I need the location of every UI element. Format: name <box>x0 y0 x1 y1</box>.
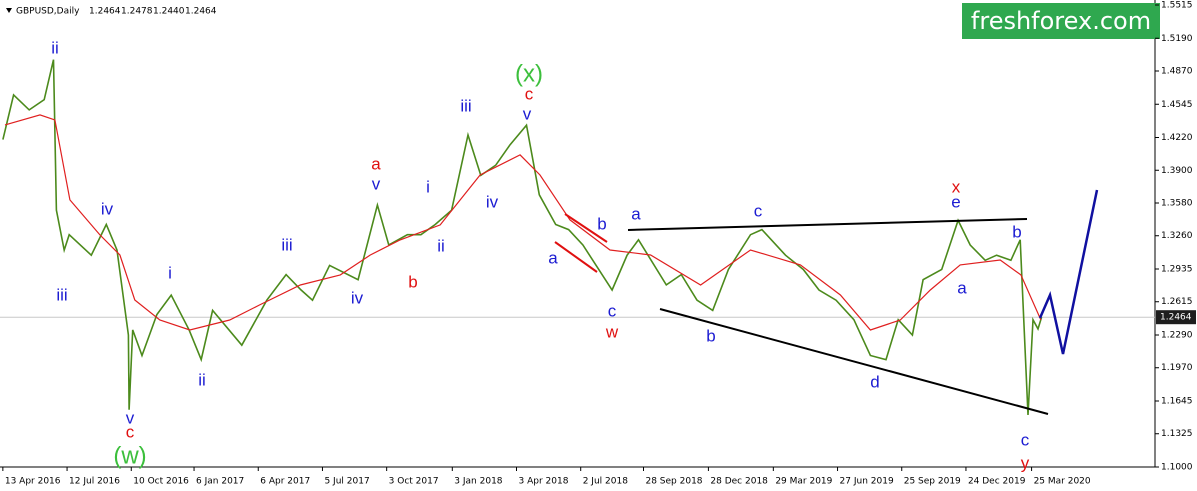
ohlc-value: 1.2440 <box>153 7 185 17</box>
wave-label: x <box>952 177 961 196</box>
ohlc-value: 1.2464 <box>89 7 121 17</box>
wave-label: b <box>408 272 417 291</box>
y-tick-label: 1.5515 <box>1161 1 1193 11</box>
y-tick-label: 1.3900 <box>1161 166 1193 176</box>
last-price-tag <box>1156 310 1196 325</box>
wave-label: b <box>597 214 606 233</box>
x-tick-label: 3 Apr 2018 <box>519 477 569 487</box>
y-tick-label: 1.1645 <box>1161 397 1193 407</box>
x-tick-label: 27 Jun 2019 <box>840 477 894 487</box>
x-tick-label: 10 Oct 2016 <box>133 477 189 487</box>
ohlc-values: 1.2464 1.2478 1.2440 1.2464 <box>89 7 217 17</box>
wave-label: a <box>957 278 967 297</box>
price-line <box>2 59 1043 416</box>
y-tick-label: 1.4870 <box>1161 67 1193 77</box>
wave-label: a <box>548 248 558 267</box>
y-tick-label: 1.3260 <box>1161 231 1193 241</box>
wave-label: a <box>371 154 381 173</box>
wave-label: (w) <box>113 442 146 469</box>
x-tick-label: 28 Dec 2018 <box>710 477 768 487</box>
wave-label: c <box>754 201 763 220</box>
brand-box <box>962 3 1160 39</box>
y-tick-label: 1.1970 <box>1161 363 1193 373</box>
x-tick-label: 2 Jul 2018 <box>583 477 628 487</box>
wave-label: c <box>126 422 135 441</box>
wave-label: ii <box>198 370 206 389</box>
channel-line <box>564 213 608 243</box>
brand: freshforex.com <box>971 7 1151 35</box>
y-tick-label: 1.3580 <box>1161 199 1193 209</box>
wave-label: d <box>870 372 879 391</box>
x-tick-label: 28 Sep 2018 <box>645 477 702 487</box>
x-tick-label: 13 Apr 2016 <box>5 477 61 487</box>
ohlc-value: 1.2464 <box>185 7 217 17</box>
wave-label: ii <box>437 236 445 255</box>
y-tick-label: 1.4220 <box>1161 133 1193 143</box>
x-tick-label: 25 Mar 2020 <box>1034 477 1091 487</box>
wave-label: iii <box>56 285 67 304</box>
y-tick-label: 1.2290 <box>1161 331 1193 341</box>
x-tick-label: 5 Jul 2017 <box>324 477 369 487</box>
wave-label: iv <box>101 199 114 218</box>
wave-label: v <box>126 408 135 427</box>
wave-label: c <box>1021 430 1030 449</box>
wave-label: c <box>608 301 617 320</box>
last-price-label: 1.2464 <box>1160 313 1192 323</box>
wave-label: b <box>706 326 715 345</box>
upper-trendline <box>627 218 1028 231</box>
y-tick-label: 1.1000 <box>1161 463 1193 473</box>
wave-label: b <box>1012 222 1021 241</box>
wave-label: a <box>631 204 641 223</box>
wave-label: y <box>1021 453 1030 472</box>
wave-label: ii <box>51 38 59 57</box>
wave-label: c <box>525 84 534 103</box>
wave-label: iv <box>486 192 499 211</box>
y-tick-label: 1.2615 <box>1161 297 1193 307</box>
wave-label: v <box>372 174 381 193</box>
x-tick-label: 3 Oct 2017 <box>389 477 439 487</box>
symbol-menu-icon[interactable] <box>6 8 12 13</box>
x-tick-label: 25 Sep 2019 <box>904 477 961 487</box>
x-tick-label: 24 Dec 2019 <box>968 477 1026 487</box>
ohlc-value: 1.2478 <box>121 7 153 17</box>
wave-label: i <box>168 263 172 282</box>
x-tick-label: 12 Jul 2016 <box>69 477 120 487</box>
y-tick-label: 1.2935 <box>1161 265 1193 275</box>
x-tick-label: 29 Mar 2019 <box>775 477 832 487</box>
y-tick-label: 1.1325 <box>1161 429 1193 439</box>
wave-label: e <box>951 192 960 211</box>
wave-label: iii <box>460 96 471 115</box>
wave-labels: iiiviiivc(w)iiiiiiivavbiiiiiiiv(x)cvbacw… <box>51 38 1030 472</box>
x-tick-label: 3 Jan 2018 <box>454 477 502 487</box>
projection-line <box>1038 189 1099 355</box>
wave-label: iii <box>281 235 292 254</box>
symbol: GBPUSD,Daily <box>16 7 80 17</box>
x-tick-label: 6 Apr 2017 <box>260 477 310 487</box>
wave-label: v <box>523 104 532 123</box>
y-tick-label: 1.5190 <box>1161 34 1193 44</box>
wave-label: iv <box>351 288 364 307</box>
lower-trendline <box>659 308 1049 415</box>
wave-label: (x) <box>515 60 543 87</box>
y-tick-label: 1.4545 <box>1161 100 1193 110</box>
x-tick-label: 6 Jan 2017 <box>196 477 244 487</box>
moving-average <box>4 114 1042 331</box>
channel-line <box>554 241 598 273</box>
wave-label: w <box>605 322 619 341</box>
wave-label: i <box>426 177 430 196</box>
